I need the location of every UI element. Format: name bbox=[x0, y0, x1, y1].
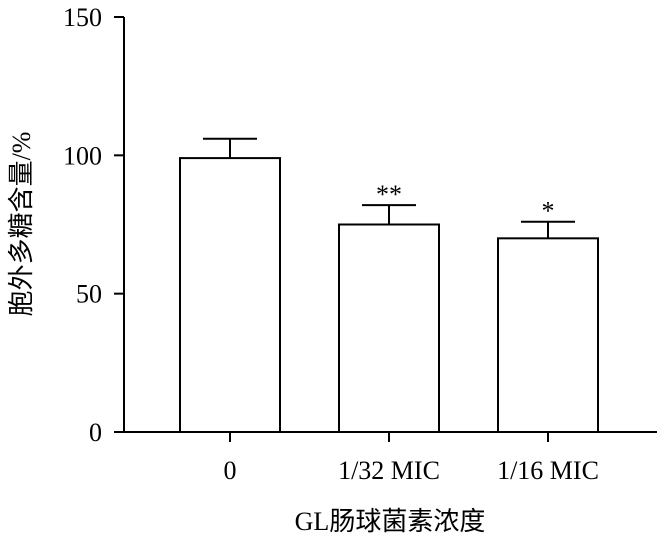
y-tick-label: 150 bbox=[63, 3, 102, 32]
x-axis-title: GL肠球菌素浓度 bbox=[295, 507, 486, 536]
x-tick-label: 1/16 MIC bbox=[497, 456, 599, 485]
x-tick-label: 0 bbox=[224, 456, 237, 485]
bar-2 bbox=[338, 223, 440, 433]
y-ticks: 0 50 100 150 bbox=[63, 3, 124, 447]
significance-mark: * bbox=[542, 197, 555, 226]
x-tick-label: 1/32 MIC bbox=[338, 456, 440, 485]
bar-3 bbox=[497, 237, 599, 433]
bars: *** bbox=[179, 137, 599, 433]
y-tick-label: 50 bbox=[76, 280, 102, 309]
bar-1 bbox=[179, 157, 281, 433]
y-axis-title: 胞外多糖含量/% bbox=[7, 132, 36, 317]
y-tick-label: 100 bbox=[63, 141, 102, 170]
significance-mark: ** bbox=[376, 180, 402, 209]
x-ticks: 0 1/32 MIC 1/16 MIC bbox=[224, 432, 599, 485]
y-tick-label: 0 bbox=[89, 418, 102, 447]
